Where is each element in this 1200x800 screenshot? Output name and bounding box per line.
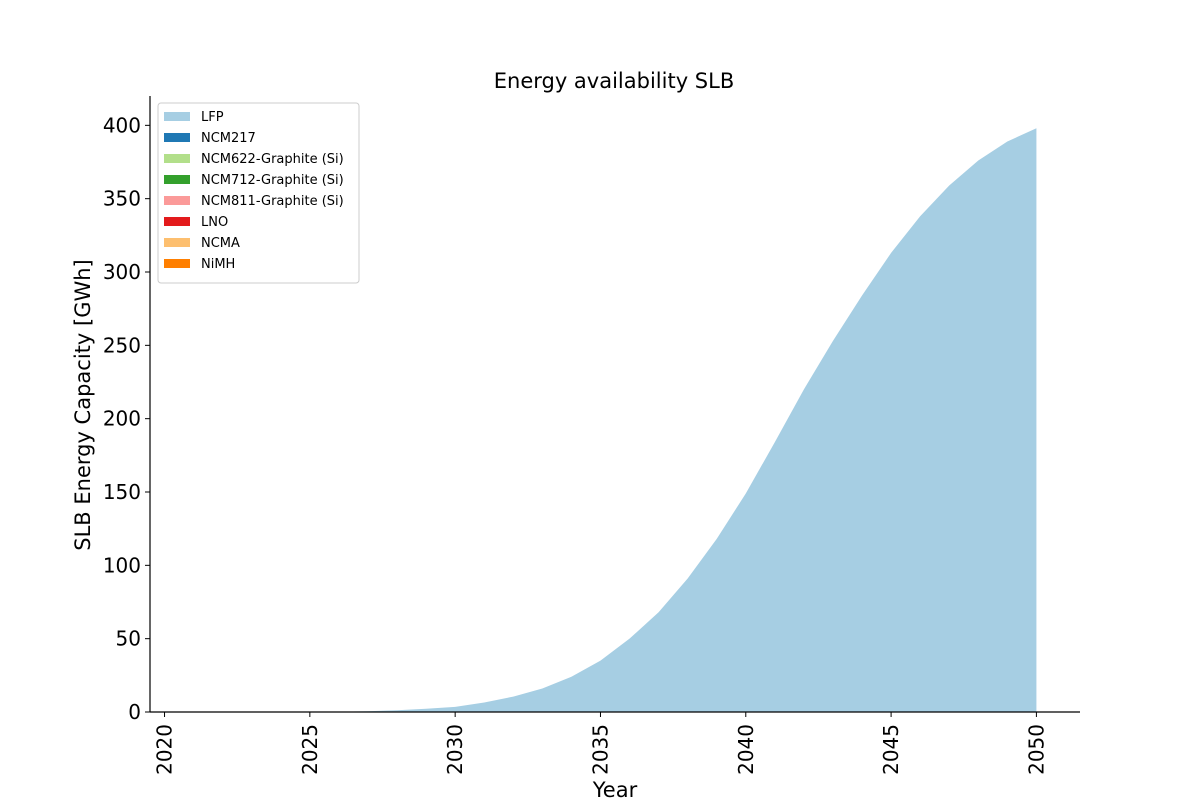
legend-label-ncm622-graphite-si: NCM622-Graphite (Si) [201, 152, 344, 167]
legend-swatch-lno [164, 217, 190, 226]
y-tick-label: 150 [103, 480, 141, 504]
legend-swatch-ncm811-graphite-si [164, 196, 190, 205]
x-tick-label: 2020 [153, 724, 177, 775]
x-axis-ticks: 2020 2025 2030 2035 2040 2045 2050 [153, 712, 1048, 775]
legend-label-lno: LNO [201, 215, 228, 230]
legend-label-ncm217: NCM217 [201, 131, 256, 146]
legend-frame [157, 102, 360, 284]
legend-swatch-ncm712-graphite-si [164, 175, 190, 184]
y-axis-ticks: 0 50 100 150 200 250 300 350 400 [103, 113, 150, 724]
legend-swatch-ncma [164, 238, 190, 247]
legend-swatch-nimh [164, 259, 190, 268]
legend: LFP NCM217 NCM622-Graphite (Si) NCM712-Grap… [157, 102, 360, 284]
legend-label-lfp: LFP [201, 110, 224, 125]
legend-label-ncm712-graphite-si: NCM712-Graphite (Si) [201, 173, 344, 188]
legend-swatch-lfp [164, 112, 190, 121]
x-tick-label: 2045 [879, 724, 903, 775]
y-tick-label: 0 [128, 700, 141, 724]
y-tick-label: 200 [103, 407, 141, 431]
y-axis-label: SLB Energy Capacity [GWh] [71, 259, 95, 551]
y-tick-label: 250 [103, 333, 141, 357]
area-series-lfp [164, 128, 1037, 712]
legend-label-nimh: NiMH [201, 257, 235, 272]
legend-swatch-ncm622-graphite-si [164, 154, 190, 163]
y-tick-label: 300 [103, 260, 141, 284]
x-tick-label: 2035 [589, 724, 613, 775]
legend-label-ncm811-graphite-si: NCM811-Graphite (Si) [201, 194, 344, 209]
x-tick-label: 2040 [734, 724, 758, 775]
legend-swatch-ncm217 [164, 133, 190, 142]
x-tick-label: 2025 [298, 724, 322, 775]
y-tick-label: 100 [103, 553, 141, 577]
x-tick-label: 2030 [443, 724, 467, 775]
area-layers [164, 128, 1037, 712]
y-tick-label: 50 [116, 627, 141, 651]
x-axis-label: Year [592, 778, 638, 800]
legend-label-ncma: NCMA [201, 236, 240, 251]
y-tick-label: 350 [103, 187, 141, 211]
chart-title: Energy availability SLB [494, 69, 735, 93]
y-tick-label: 400 [103, 113, 141, 137]
x-tick-label: 2050 [1024, 724, 1048, 775]
